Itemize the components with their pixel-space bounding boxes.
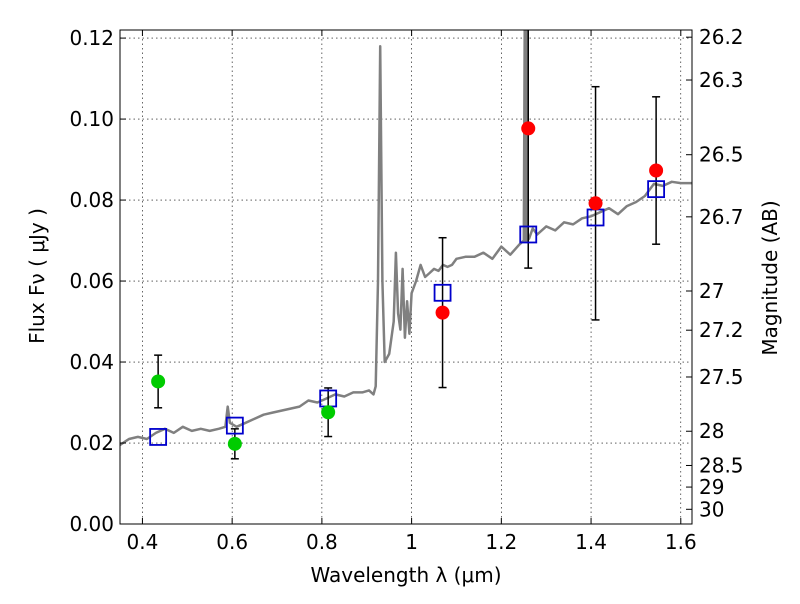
x-tick-label: 1.2 [485,530,517,554]
model-spectrum-line [120,30,692,447]
magnitude-tick-label: 27.2 [699,318,744,342]
y-tick-label: 0.12 [69,26,114,50]
model-photometry-square [149,428,168,446]
observed-flux-point [435,305,450,320]
observed-flux-point [321,405,336,420]
y-tick-label: 0.08 [69,188,114,212]
magnitude-tick-label: 28 [699,419,724,443]
model-photometry-square [647,180,666,199]
y-tick-label: 0.00 [69,512,114,536]
x-tick-label: 0.8 [306,530,338,554]
axis-ticks [120,30,692,525]
magnitude-tick-label: 29 [699,475,724,499]
x-tick-label: 1 [405,530,418,554]
x-tick-label: 0.4 [127,530,159,554]
magnitude-axis-label: Magnitude (AB) [758,200,782,355]
y-tick-labels: 0.00 0.02 0.04 0.06 0.08 0.10 0.12 [69,26,114,536]
x-tick-label: 1.6 [665,530,697,554]
x-axis-label: Wavelength λ (μm) [310,563,501,587]
magnitude-tick-label: 26.5 [699,143,744,167]
model-photometry-square [433,283,452,302]
observed-flux-point [227,436,242,451]
magnitude-tick-label: 26.7 [699,205,744,229]
magnitude-tick-label: 27.5 [699,365,744,389]
observed-flux-point [151,374,166,389]
y-axis-label: Flux Fν ( μJy ) [25,208,49,344]
plot-background [120,30,692,524]
data-markers [149,121,666,451]
observed-flux-point [521,121,536,136]
model-photometry-square [225,416,244,435]
x-tick-label: 0.6 [216,530,248,554]
magnitude-tick-label: 27 [699,279,724,303]
magnitude-tick-label: 30 [699,497,724,521]
magnitude-tick-label: 26.2 [699,25,744,49]
y-tick-label: 0.04 [69,350,114,374]
y-tick-label: 0.02 [69,431,114,455]
observed-flux-point [649,163,664,178]
magnitude-tick-label: 28.5 [699,453,744,477]
plot-frame [119,29,693,525]
y-tick-label: 0.06 [69,269,114,293]
magnitude-tick-label: 26.3 [699,68,744,92]
observed-flux-point [588,196,603,211]
model-photometry-square [519,225,538,244]
x-tick-labels: 0.4 0.6 0.8 1 1.2 1.4 1.6 [127,530,697,554]
model-spectrum-layer [120,30,692,447]
y-tick-label: 0.10 [69,107,114,131]
x-tick-label: 1.4 [575,530,607,554]
